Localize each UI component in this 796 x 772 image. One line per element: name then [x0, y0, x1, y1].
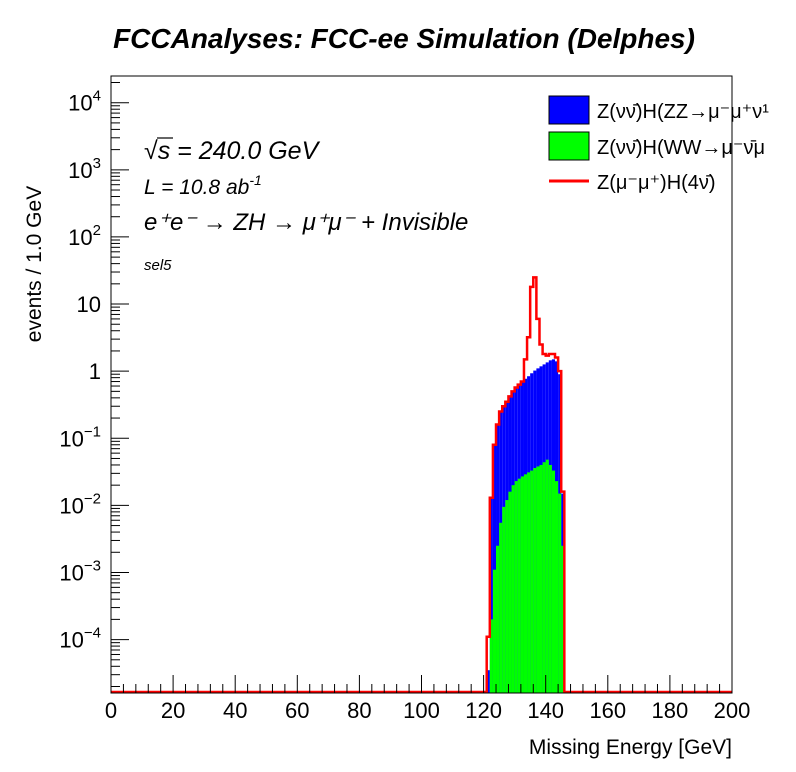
bar-ww-3: [496, 545, 500, 693]
sqrt-s-var: s: [158, 137, 171, 165]
bar-ww-16: [536, 466, 540, 693]
process-annotation: e⁺e⁻ → ZH → μ⁺μ⁻ + Invisible: [144, 209, 468, 236]
bar-ww-8: [511, 485, 515, 693]
x-tick-label-180: 180: [652, 698, 689, 723]
x-tick-label-20: 20: [161, 698, 185, 723]
bar-ww-5: [502, 506, 506, 693]
bar-ww-12: [523, 474, 528, 693]
bar-ww-7: [508, 491, 512, 693]
bar-ww-2: [492, 569, 497, 693]
y-tick-label-7: 10−3: [59, 557, 101, 585]
x-tick-label-160: 160: [589, 698, 626, 723]
y-tick-label-6: 10−2: [59, 490, 101, 518]
sqrt-s-annotation: √s = 240.0 GeV: [144, 137, 321, 165]
x-tick-label-100: 100: [403, 698, 440, 723]
x-tick-label-60: 60: [285, 698, 309, 723]
bar-ww-1: [489, 619, 493, 693]
legend-label-2: Z(μ⁻μ⁺)H(4ν̄): [597, 172, 716, 194]
legend: Z(νν̄)H(ZZ→μ⁻μ⁺ν¹ Z(νν̄)H(WW→μ⁻ν̄μ Z(μ⁻μ…: [548, 95, 769, 194]
lumi-annotation: L = 10.8 ab-1: [144, 172, 262, 199]
annotations: √s = 240.0 GeV L = 10.8 ab-1 e⁺e⁻ → ZH →…: [144, 137, 468, 274]
y-axis-label: events / 1.0 GeV: [23, 186, 46, 342]
y-tick-label-8: 10−4: [59, 625, 101, 653]
bar-zz-1: [489, 497, 493, 693]
bar-ww-21: [551, 470, 556, 693]
series-line-signal: [111, 276, 732, 694]
y-tick-label-2: 102: [68, 222, 101, 250]
bar-ww-6: [505, 500, 509, 693]
sqrt-symbol: √: [144, 137, 158, 165]
lumi-exponent: -1: [249, 172, 261, 188]
y-tick-label-5: 10−1: [59, 423, 101, 451]
energy-value: = 240.0 GeV: [170, 137, 320, 165]
bar-zz-2: [492, 444, 497, 693]
bar-ww-23: [558, 493, 562, 693]
x-axis-label: Missing Energy [GeV]: [529, 736, 732, 759]
bar-ww-17: [539, 464, 543, 693]
ticks-layer: 0 20 40 60 80 100 120 140 160 180 2001041031021011…: [59, 82, 751, 723]
x-tick-label-40: 40: [223, 698, 247, 723]
bar-ww-19: [545, 459, 549, 693]
x-tick-label-120: 120: [465, 698, 502, 723]
bar-ww-10: [517, 478, 521, 693]
bar-ww-18: [542, 462, 546, 693]
chart-title: FCCAnalyses: FCC-ee Simulation (Delphes): [113, 23, 695, 54]
x-tick-label-200: 200: [714, 698, 751, 723]
bar-ww-20: [548, 464, 552, 693]
legend-label-0: Z(νν̄)H(ZZ→μ⁻μ⁺ν¹: [597, 101, 769, 123]
plot-frame: [110, 75, 733, 694]
bar-ww-4: [499, 522, 503, 693]
y-tick-label-1: 103: [68, 155, 101, 183]
x-tick-label-80: 80: [347, 698, 371, 723]
selection-annotation: sel5: [144, 257, 172, 274]
y-tick-label-0: 104: [68, 88, 101, 116]
bar-ww-13: [527, 472, 531, 693]
bar-ww-14: [530, 470, 534, 693]
bar-zz-0: [486, 670, 490, 693]
legend-swatch-0: [548, 95, 590, 125]
bar-ww-9: [514, 481, 518, 693]
bar-ww-15: [533, 468, 537, 693]
bar-ww-11: [520, 476, 524, 693]
x-tick-label-0: 0: [105, 698, 117, 723]
x-tick-label-140: 140: [527, 698, 564, 723]
legend-swatch-1: [548, 131, 590, 161]
legend-label-1: Z(νν̄)H(WW→μ⁻ν̄μ: [597, 137, 765, 159]
bar-ww-24: [561, 545, 565, 693]
y-tick-label-4: 1: [89, 359, 101, 384]
bar-ww-22: [555, 481, 559, 693]
series-layer: [111, 276, 732, 694]
y-tick-label-3: 10: [77, 292, 101, 317]
lumi-text: L = 10.8 ab: [144, 176, 250, 199]
